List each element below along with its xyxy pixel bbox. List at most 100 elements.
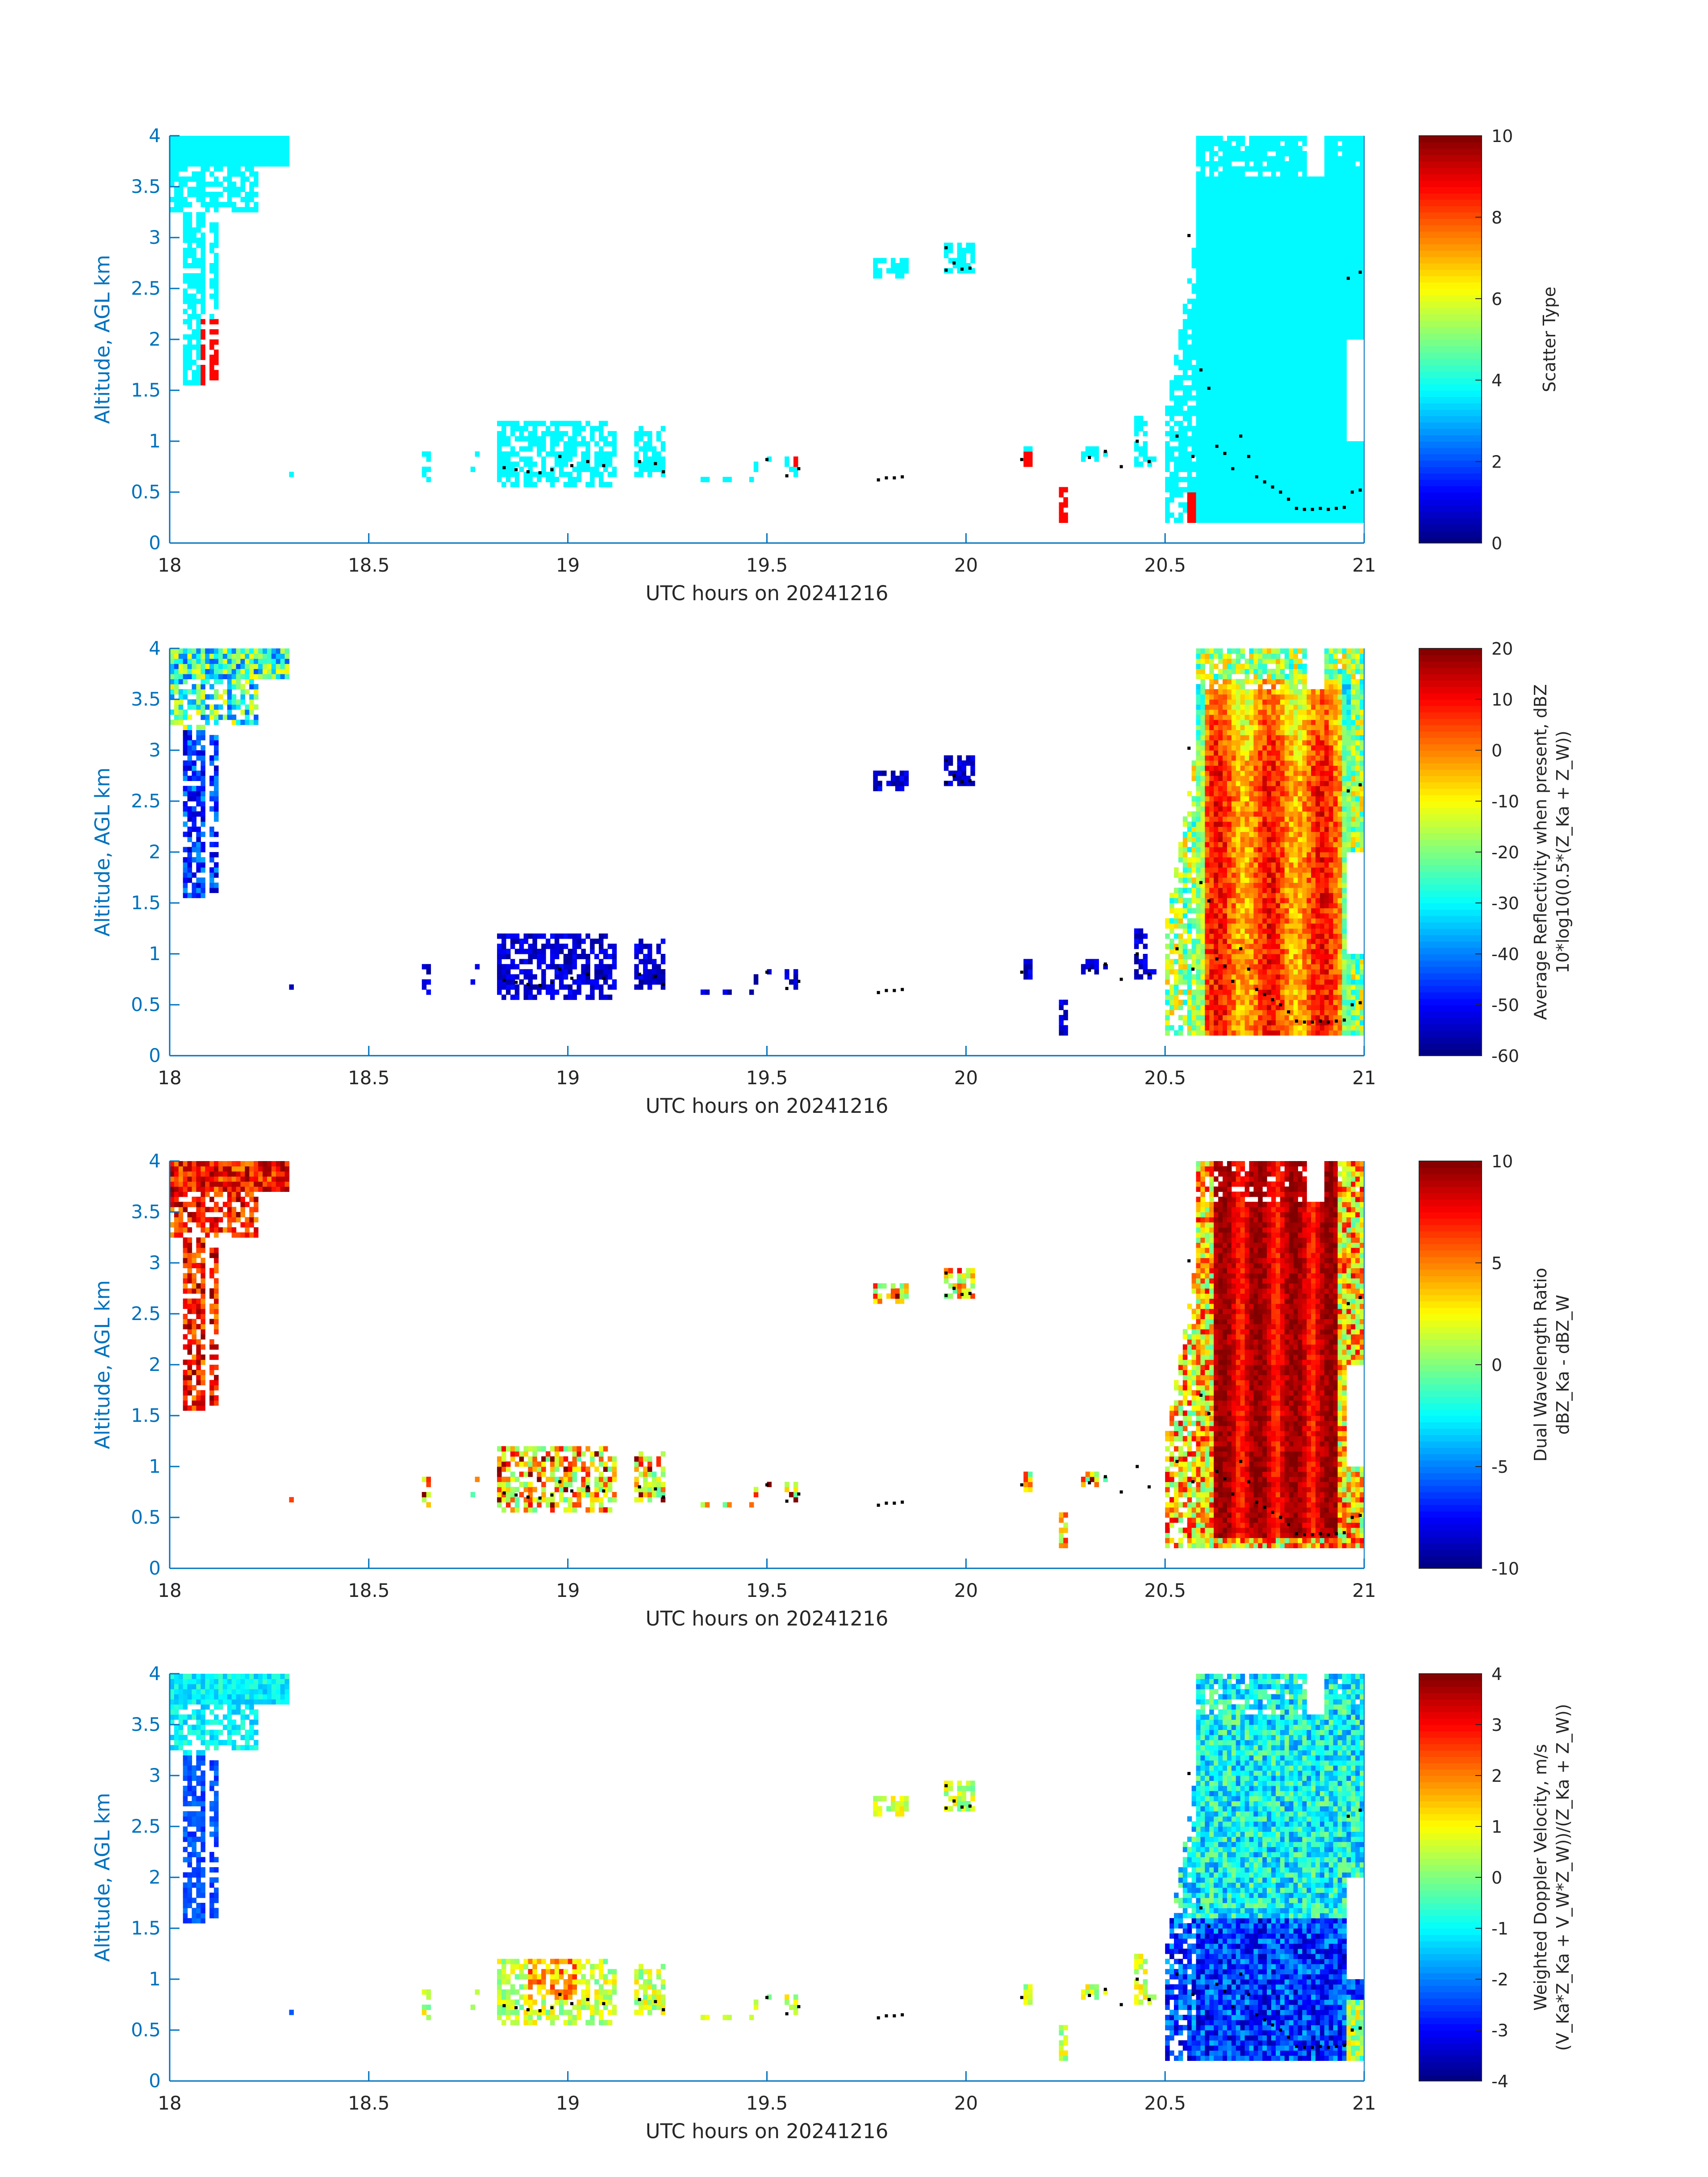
heatmap-cell: [1267, 518, 1272, 523]
heatmap-cell: [1342, 467, 1347, 472]
heatmap-cell: [1285, 288, 1290, 294]
heatmap-cell: [200, 151, 205, 156]
heatmap-cell: [205, 146, 210, 151]
heatmap-cell: [1223, 258, 1228, 263]
heatmap-cell: [550, 994, 555, 1000]
heatmap-cell: [555, 939, 560, 944]
heatmap-cell: [789, 467, 794, 472]
heatmap-cell: [1196, 161, 1201, 167]
heatmap-cell: [1280, 304, 1285, 309]
heatmap-cell: [1298, 258, 1303, 263]
heatmap-cell: [1302, 161, 1307, 167]
heatmap-cell: [1342, 319, 1347, 324]
heatmap-cell: [1200, 405, 1205, 411]
heatmap-cell: [1329, 334, 1334, 340]
heatmap-cell: [1192, 411, 1197, 416]
heatmap-cell: [1333, 288, 1338, 294]
heatmap-cell: [639, 959, 643, 964]
heatmap-cell: [200, 355, 205, 360]
heatmap-cell: [1267, 222, 1272, 228]
heatmap-cell: [1324, 497, 1329, 502]
colorbar-swatch: [1419, 314, 1482, 321]
heatmap-cell: [1174, 482, 1179, 487]
heatmap-cell: [1294, 456, 1299, 462]
heatmap-cell: [249, 161, 254, 167]
heatmap-cell: [1143, 944, 1148, 949]
heatmap-cell: [1320, 360, 1325, 365]
heatmap-cell: [1276, 212, 1281, 217]
heatmap-cell: [174, 171, 179, 177]
heatmap-cell: [1289, 446, 1294, 451]
heatmap-cell: [550, 436, 555, 442]
heatmap-cell: [1324, 360, 1329, 365]
heatmap-cell: [1320, 446, 1325, 451]
heatmap-cell: [200, 380, 205, 385]
heatmap-cell: [1245, 344, 1250, 350]
heatmap-cell: [1311, 304, 1316, 309]
heatmap-cell: [205, 166, 210, 171]
heatmap-cell: [1209, 314, 1214, 319]
heatmap-cell: [634, 944, 639, 949]
heatmap-cell: [1245, 467, 1250, 472]
heatmap-cell: [1236, 513, 1241, 518]
heatmap-cell: [1307, 176, 1311, 182]
heatmap-cell: [1307, 370, 1311, 375]
heatmap-cell: [577, 431, 582, 436]
heatmap-cell: [577, 441, 582, 447]
heatmap-cell: [961, 258, 966, 263]
heatmap-cell: [179, 710, 184, 715]
heatmap-cell: [1249, 411, 1254, 416]
heatmap-cell: [188, 293, 192, 299]
heatmap-cell: [1200, 166, 1205, 171]
heatmap-cell: [577, 954, 582, 959]
heatmap-cell: [183, 674, 188, 679]
heatmap-cell: [1227, 288, 1232, 294]
heatmap-cell: [1324, 187, 1329, 192]
heatmap-cell: [200, 238, 205, 243]
heatmap-cell: [1218, 217, 1223, 222]
heatmap-cell: [1236, 288, 1241, 294]
heatmap-cell: [196, 156, 201, 162]
heatmap-cell: [1187, 974, 1192, 980]
heatmap-cell: [1355, 314, 1360, 319]
heatmap-cell: [550, 944, 555, 949]
heatmap-cell: [1271, 436, 1276, 442]
heatmap-cell: [585, 467, 590, 472]
heatmap-cell: [1249, 339, 1254, 345]
heatmap-cell: [970, 242, 975, 248]
heatmap-cell: [1183, 365, 1188, 370]
heatmap-cell: [1223, 299, 1228, 304]
heatmap-cell: [577, 984, 582, 990]
heatmap-cell: [497, 472, 502, 477]
heatmap-cell: [1227, 146, 1232, 151]
heatmap-cell: [1165, 1015, 1170, 1020]
heatmap-cell: [209, 669, 214, 674]
heatmap-cell: [1196, 441, 1201, 447]
heatmap-cell: [200, 370, 205, 375]
heatmap-cell: [643, 959, 648, 964]
heatmap-cell: [1227, 339, 1232, 345]
heatmap-cell: [550, 441, 555, 447]
heatmap-cell: [192, 284, 197, 289]
heatmap-cell: [241, 136, 246, 141]
heatmap-cell: [1023, 964, 1028, 969]
heatmap-cell: [1338, 446, 1343, 451]
heatmap-cell: [223, 715, 228, 720]
heatmap-cell: [961, 760, 966, 766]
heatmap-cell: [200, 233, 205, 238]
heatmap-cell: [1294, 268, 1299, 273]
heatmap-cell: [1280, 227, 1285, 233]
heatmap-cell: [1329, 462, 1334, 467]
heatmap-cell: [1333, 166, 1338, 171]
heatmap-cell: [1280, 421, 1285, 426]
heatmap-cell: [1236, 253, 1241, 258]
heatmap-cell: [1311, 462, 1316, 467]
heatmap-cell: [568, 451, 573, 457]
heatmap-cell: [183, 299, 188, 304]
colorbar-swatch: [1419, 384, 1482, 391]
heatmap-cell: [1311, 207, 1316, 213]
heatmap-cell: [1223, 263, 1228, 268]
heatmap-cell: [1169, 482, 1174, 487]
heatmap-cell: [192, 684, 197, 689]
heatmap-cell: [1209, 227, 1214, 233]
